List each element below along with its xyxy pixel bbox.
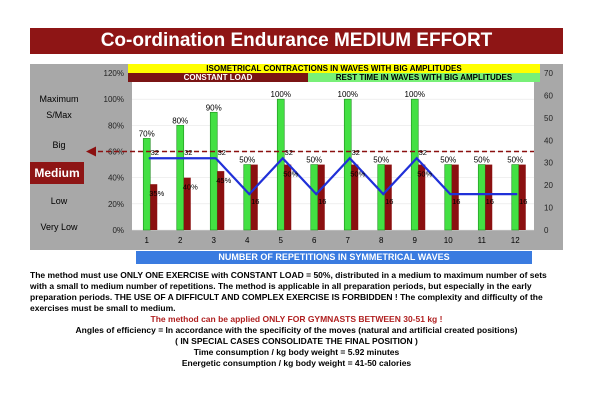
x-axis-tick-label: 8 [379,236,384,245]
scale-label-medium: Medium [30,162,84,184]
x-axis-tick-label: 6 [312,236,317,245]
x-axis-tick-label: 1 [145,236,150,245]
green-bar-label: 100% [338,90,358,99]
left-axis-tick-label: 20% [108,200,124,209]
red-bar [518,164,526,230]
blue-line-label: 16 [251,197,259,206]
green-bar-label: 50% [440,156,456,165]
red-bar-label: 50% [417,170,432,179]
scale-label-big: Big [52,140,66,150]
x-axis-tick-label: 9 [413,236,418,245]
right-axis-tick-label: 30 [544,159,553,168]
description-gymnasts: The method can be applied ONLY FOR GYMNA… [150,314,443,324]
red-bar [317,164,325,230]
green-bar-label: 100% [271,90,291,99]
scale-label-smax: S/Max [46,110,72,120]
red-bar [485,164,493,230]
green-bar-label: 80% [172,116,188,125]
description-special: ( IN SPECIAL CASES CONSOLIDATE THE FINAL… [175,336,418,346]
green-bar [209,111,218,231]
red-bar [150,184,158,230]
x-axis-tick-label: 12 [511,236,520,245]
banner-rest-time: REST TIME IN WAVES WITH BIG AMPLITUDES [308,73,540,82]
x-axis-tick-label: 10 [444,236,453,245]
green-bar [511,164,520,231]
banner-isometric: ISOMETRICAL CONTRACTIONS IN WAVES WITH B… [128,64,540,73]
blue-line-label: 16 [486,197,494,206]
blue-line-label: 16 [318,197,326,206]
red-bar-label: 50% [283,170,298,179]
green-bar-label: 50% [306,156,322,165]
reference-arrow [86,146,96,157]
left-axis-tick-label: 80% [108,121,124,130]
red-bar [183,177,191,230]
green-bar-label: 50% [239,156,255,165]
description-paragraph: The method must use ONLY ONE EXERCISE wi… [30,270,547,313]
left-axis-tick-label: 0% [112,226,124,235]
scale-label-very-low: Very Low [40,222,78,232]
right-axis-tick-label: 60 [544,91,553,100]
red-bar [250,164,258,230]
banner-repetitions: NUMBER OF REPETITIONS IN SYMMETRICAL WAV… [136,251,532,264]
description-time: Time consumption / kg body weight = 5.92… [193,347,400,357]
blue-line-label: 16 [385,197,393,206]
green-bar-label: 50% [474,156,490,165]
effort-scale-panel: Maximum S/Max Big Low Very Low [30,64,88,250]
red-bar [451,164,459,230]
red-bar-label: 35% [149,189,164,198]
red-bar [384,164,392,230]
red-bar [284,164,292,230]
green-bar [243,164,252,231]
right-axis-tick-label: 40 [544,136,553,145]
blue-line-label: 32 [285,148,293,157]
left-axis-tick-label: 40% [108,174,124,183]
blue-line-label: 32 [184,148,192,157]
green-bar [477,164,486,231]
x-axis-tick-label: 2 [178,236,183,245]
green-bar-label: 90% [206,103,222,112]
green-bar [377,164,386,231]
chart-plot: 120%100%80%60%40%20%0%706050403020100123… [86,69,553,245]
description-angles: Angles of efficiency = In accordance wit… [75,325,518,335]
red-bar-label: 50% [350,170,365,179]
green-bar-label: 50% [507,156,523,165]
x-axis-tick-label: 5 [279,236,284,245]
green-bar-label: 70% [139,129,155,138]
left-axis-tick-label: 100% [104,95,124,104]
left-axis-tick-label: 120% [104,69,124,78]
x-axis-tick-label: 3 [212,236,217,245]
blue-line-label: 32 [419,148,427,157]
right-axis-tick-label: 50 [544,114,553,123]
green-bar-label: 100% [405,90,425,99]
red-bar [351,164,359,230]
blue-line-label: 32 [352,148,360,157]
right-axis-tick-label: 20 [544,181,553,190]
right-axis-tick-label: 70 [544,69,553,78]
red-bar [418,164,426,230]
x-axis-tick-label: 11 [478,236,487,245]
x-axis-tick-label: 4 [245,236,250,245]
right-axis-tick-label: 0 [544,226,549,235]
scale-label-maximum: Maximum [39,94,79,104]
green-bar [176,125,185,231]
description-energy: Energetic consumption / kg body weight =… [181,358,412,368]
banner-constant-load: CONSTANT LOAD [128,73,308,82]
chart-title: Co-ordination Endurance MEDIUM EFFORT [30,28,563,54]
method-description: The method must use ONLY ONE EXERCISE wi… [30,270,563,369]
x-axis-tick-label: 7 [346,236,351,245]
right-axis-tick-label: 10 [544,204,553,213]
red-bar [217,171,225,230]
green-bar [310,164,319,231]
blue-line [148,156,518,196]
blue-line-label: 16 [519,197,527,206]
green-bar-label: 50% [373,156,389,165]
blue-line-label: 16 [452,197,460,206]
red-bar-label: 40% [183,183,198,192]
scale-label-low: Low [50,196,68,206]
red-bar-label: 45% [216,176,231,185]
green-bar [444,164,453,231]
blue-line-label: 32 [151,148,159,157]
blue-line-label: 32 [218,148,226,157]
